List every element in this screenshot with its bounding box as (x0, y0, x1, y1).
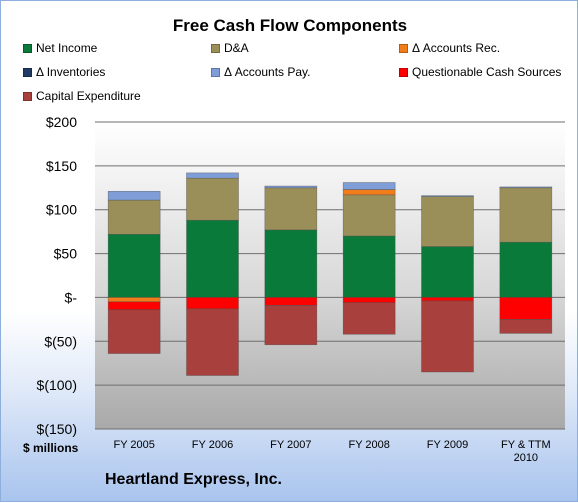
legend-label-capex: Capital Expenditure (36, 89, 141, 103)
y-tick-label: $100 (46, 202, 77, 218)
x-tick-label: FY & TTM 2010 (501, 439, 551, 464)
bar-segment (342, 194, 396, 237)
x-tick-label: FY 2009 (427, 439, 468, 451)
bar-segment (107, 301, 161, 311)
y-tick-label: $(100) (37, 377, 77, 393)
legend-item-accounts-pay: Δ Accounts Pay. (211, 65, 311, 79)
legend-swatch-accounts-rec (399, 43, 408, 53)
company-name: Heartland Express, Inc. (105, 471, 282, 488)
unit-label: $ millions (23, 441, 79, 455)
y-tick-label: $150 (46, 158, 77, 174)
x-tick-line: FY 2007 (270, 439, 311, 451)
legend-label-questionable: Questionable Cash Sources (412, 65, 562, 79)
bar-segment (342, 297, 396, 303)
legend-label-accounts-pay: Δ Accounts Pay. (224, 65, 311, 79)
bar-segment (421, 196, 474, 247)
bar-segment (421, 246, 474, 298)
legend-swatch-questionable (399, 67, 408, 77)
bar-segment (186, 297, 239, 310)
legend-item-capex: Capital Expenditure (23, 89, 141, 103)
legend-swatch-net-income (23, 43, 32, 53)
legend: Net Income D&A Δ Accounts Rec. Δ Invento… (23, 37, 573, 109)
x-tick-line: 2010 (514, 452, 538, 464)
legend-swatch-capex (23, 91, 32, 101)
bar-segment (107, 309, 161, 354)
legend-swatch-inventories (23, 67, 32, 77)
bar-segment (342, 235, 396, 298)
legend-label-accounts-rec: Δ Accounts Rec. (412, 41, 501, 55)
bar-segment (264, 185, 318, 189)
x-tick-line: FY 2009 (427, 439, 468, 451)
legend-swatch-accounts-pay (211, 67, 220, 77)
bar-segment (107, 297, 161, 303)
bar-segment (107, 190, 161, 201)
bar-segment (499, 297, 553, 320)
x-tick-line: FY 2008 (348, 439, 389, 451)
legend-label-net-income: Net Income (36, 41, 98, 55)
bar-segment (264, 229, 318, 298)
legend-item-net-income: Net Income (23, 41, 97, 55)
bar-segment (342, 182, 396, 190)
bar-segment (107, 199, 161, 235)
x-tick-line: FY 2005 (113, 439, 154, 451)
bar-segment (264, 305, 318, 346)
bar-segment (186, 172, 239, 179)
bar-segment (499, 241, 553, 298)
plot-area (95, 122, 565, 429)
x-tick-label: FY 2008 (348, 439, 389, 451)
bar-segment (421, 195, 474, 197)
x-tick-line: FY & TTM (501, 439, 551, 451)
x-tick-label: FY 2006 (192, 439, 233, 451)
bar-segment (186, 177, 239, 221)
legend-item-da: D&A (211, 41, 249, 55)
y-tick-label: $(150) (37, 421, 77, 437)
legend-swatch-da (211, 43, 220, 53)
bar-segment (107, 233, 161, 298)
legend-label-da: D&A (224, 41, 249, 55)
bar-segment (421, 300, 474, 373)
bar-segment (342, 189, 396, 196)
y-tick-label: $- (65, 289, 78, 305)
legend-label-inventories: Δ Inventories (36, 65, 106, 79)
bar-segment (264, 297, 318, 306)
y-tick-label: $200 (46, 114, 77, 130)
legend-item-accounts-rec: Δ Accounts Rec. (399, 41, 500, 55)
bar-segment (186, 219, 239, 298)
bar-segment (499, 187, 553, 243)
legend-item-questionable: Questionable Cash Sources (399, 65, 561, 79)
y-tick-label: $(50) (44, 333, 77, 349)
legend-item-inventories: Δ Inventories (23, 65, 105, 79)
bar-segment (499, 186, 553, 189)
bar-segment (186, 308, 239, 376)
x-tick-label: FY 2007 (270, 439, 311, 451)
x-tick-label: FY 2005 (113, 439, 154, 451)
bar-segment (264, 187, 318, 231)
bar-segment (421, 297, 474, 302)
y-tick-label: $50 (54, 246, 78, 262)
x-tick-line: FY 2006 (192, 439, 233, 451)
bar-segment (499, 319, 553, 334)
chart-title: Free Cash Flow Components (172, 16, 408, 35)
bar-segment (342, 302, 396, 335)
